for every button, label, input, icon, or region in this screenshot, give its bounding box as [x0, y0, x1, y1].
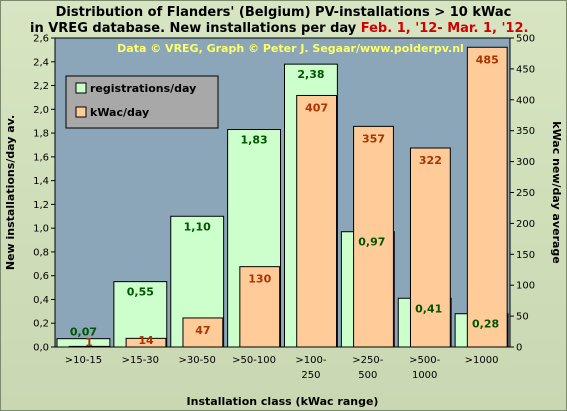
y2-tick-label: 150 — [516, 250, 535, 261]
y2-tick-label: 200 — [516, 219, 535, 230]
y2-tick-label: 0 — [516, 343, 522, 354]
y-tick-label: 2,6 — [33, 34, 49, 45]
y2-tick-label: 250 — [516, 188, 535, 199]
registrations-bar — [56, 338, 111, 348]
chart-title-date: Feb. 1, '12- Mar. 1, '12. — [360, 21, 529, 36]
kwac-value-label: 130 — [248, 273, 271, 286]
legend-label-registrations: registrations/day — [90, 82, 196, 95]
x-tick-label: >50-100 — [232, 355, 276, 366]
y2-axis-title: kWac new/day average — [550, 121, 563, 264]
y-tick-label: 1,6 — [33, 152, 49, 163]
kwac-value-label: 357 — [362, 132, 385, 145]
kwac-bar — [68, 345, 110, 348]
x-tick-label: >250- — [352, 355, 383, 366]
y2-tick-label: 350 — [516, 126, 535, 137]
y2-tick-label: 50 — [516, 312, 529, 323]
kwac-bar — [239, 266, 281, 348]
kwac-value-label: 14 — [138, 334, 154, 347]
x-tick-label: 250 — [301, 370, 320, 381]
kwac-value-label: 322 — [419, 154, 442, 167]
y-tick-label: 2,0 — [33, 105, 49, 116]
kwac-bar — [353, 125, 394, 348]
y-tick-label: 1,8 — [33, 129, 49, 140]
chart-title-line-2: in VREG database. New installations per … — [30, 21, 528, 36]
y-tick-label: 2,4 — [33, 57, 49, 68]
registrations-value-label: 1,10 — [184, 220, 211, 233]
x-tick-label: >10-15 — [65, 355, 102, 366]
x-tick-label: >100- — [295, 355, 326, 366]
kwac-bar — [466, 46, 508, 348]
y-tick-label: 1,0 — [33, 224, 49, 235]
y-tick-label: 1,4 — [33, 176, 49, 187]
kwac-value-label: 47 — [195, 324, 210, 337]
x-tick-label: >500- — [409, 355, 440, 366]
kwac-bar — [409, 147, 451, 348]
legend-swatch-kwac — [75, 106, 87, 118]
legend-box — [65, 75, 219, 129]
kwac-value-label: 485 — [476, 53, 499, 66]
registrations-bar — [113, 281, 168, 348]
y2-tick-label: 450 — [516, 64, 535, 75]
x-tick-label: >30-50 — [178, 355, 215, 366]
credit-text: Data © VREG, Graph © Peter J. Segaar/www… — [117, 42, 464, 55]
registrations-value-label: 2,38 — [297, 68, 324, 81]
y-tick-label: 0,2 — [33, 319, 49, 330]
kwac-value-label: 407 — [305, 101, 328, 114]
x-axis-title: Installation class (kWac range) — [187, 395, 379, 408]
y2-tick-label: 100 — [516, 281, 535, 292]
registrations-value-label: 0,97 — [358, 236, 385, 249]
y-tick-label: 2,2 — [33, 81, 49, 92]
y-tick-label: 1,2 — [33, 200, 49, 211]
x-tick-label: >15-30 — [122, 355, 159, 366]
y-tick-label: 0,0 — [33, 343, 49, 354]
x-tick-label: >1000 — [465, 355, 499, 366]
y2-tick-label: 500 — [516, 34, 535, 45]
chart-title-line-1: Distribution of Flanders' (Belgium) PV-i… — [55, 5, 512, 20]
legend-label-kwac: kWac/day — [90, 106, 149, 119]
registrations-value-label: 0,28 — [472, 318, 499, 331]
x-tick-label: 500 — [358, 370, 377, 381]
x-tick-label: 1000 — [412, 370, 437, 381]
legend-swatch-registrations — [75, 82, 87, 94]
y2-tick-label: 300 — [516, 157, 535, 168]
registrations-value-label: 1,83 — [240, 134, 267, 147]
registrations-value-label: 0,07 — [70, 326, 97, 339]
kwac-bar — [296, 94, 338, 348]
kwac-bar — [182, 317, 224, 348]
y-tick-label: 0,6 — [33, 271, 49, 282]
kwac-bar — [125, 337, 167, 348]
kwac-value-label: 1 — [85, 336, 93, 349]
y2-tick-label: 400 — [516, 95, 535, 106]
y-axis-title: New installations/day av. — [4, 115, 17, 270]
y-tick-label: 0,4 — [33, 295, 49, 306]
chart-title-prefix: in VREG database. New installations per … — [30, 21, 361, 36]
registrations-value-label: 0,41 — [415, 302, 442, 315]
registrations-value-label: 0,55 — [127, 286, 154, 299]
y-tick-label: 0,8 — [33, 247, 49, 258]
